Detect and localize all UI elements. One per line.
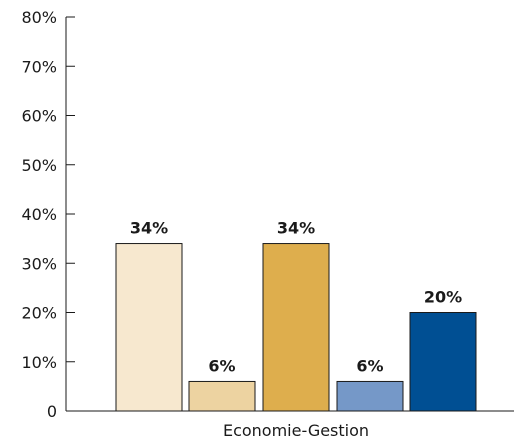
bar-2-value-label: 6% [208, 356, 235, 375]
bar-1-value-label: 34% [130, 219, 168, 238]
x-category-label: Economie-Gestion [223, 421, 369, 440]
y-tick-label: 70% [21, 57, 57, 76]
y-tick-label: 80% [21, 8, 57, 27]
bar-5 [409, 312, 477, 412]
bar-5-value-label: 20% [424, 288, 462, 307]
y-tick-label: 40% [21, 205, 57, 224]
bar-4-value-label: 6% [356, 356, 383, 375]
y-tick-label: 60% [21, 107, 57, 126]
y-tick-label: 30% [21, 254, 57, 273]
y-tick-label: 50% [21, 156, 57, 175]
data-labels: 34% 6% 34% 6% 20% [130, 219, 462, 376]
bar-3 [262, 243, 330, 412]
y-tick-label: 10% [21, 353, 57, 372]
bar-4 [336, 380, 404, 412]
bar-2 [188, 380, 256, 412]
bars [115, 243, 477, 412]
bar-3-value-label: 34% [277, 219, 315, 238]
bar-1 [115, 243, 183, 412]
y-tick-label: 20% [21, 304, 57, 323]
y-tick-label: 0 [47, 402, 57, 421]
y-axis-ticks: 0 10% 20% 30% 40% 50% 60% 70% 80% [21, 8, 75, 421]
